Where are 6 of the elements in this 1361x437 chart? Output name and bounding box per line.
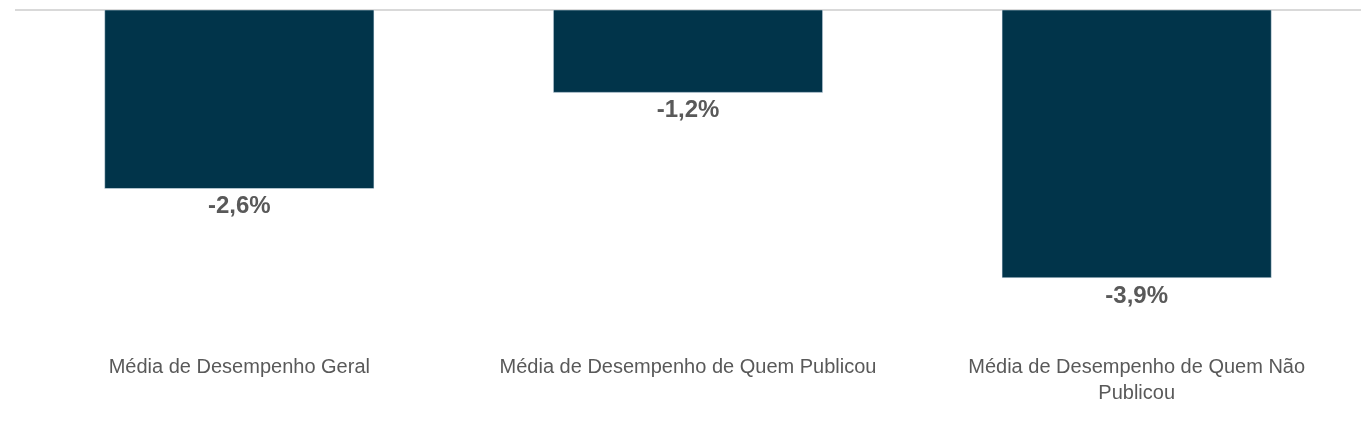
data-label: -3,9% [1105, 280, 1169, 308]
x-tick-label: Média de Desempenho de Quem Não Publicou [968, 355, 1306, 403]
x-tick-label: Média de Desempenho de Quem Publicou [499, 355, 877, 377]
data-label: -1,2% [656, 95, 720, 123]
x-tick-label: Média de Desempenho Geral [108, 355, 370, 377]
data-label: -2,6% [207, 191, 271, 219]
